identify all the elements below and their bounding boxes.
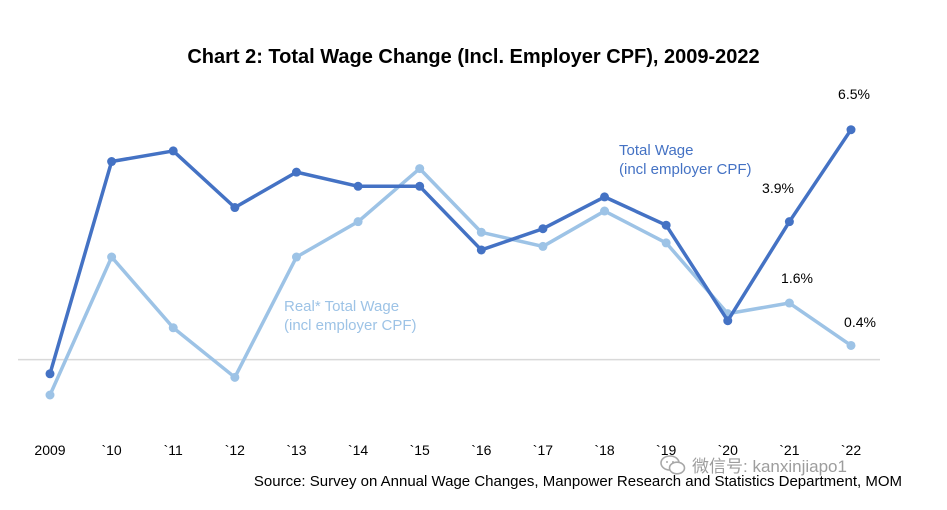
watermark: 微信号: kanxinjiapo1 xyxy=(660,452,847,477)
data-point xyxy=(291,252,301,262)
data-point xyxy=(353,217,363,227)
chart-title: Chart 2: Total Wage Change (Incl. Employ… xyxy=(187,46,760,68)
x-tick-label: `15 xyxy=(410,442,430,458)
data-point xyxy=(476,245,486,255)
data-point xyxy=(661,220,671,230)
data-point xyxy=(538,224,548,234)
x-tick-label: 2009 xyxy=(34,442,65,458)
data-label: 3.9% xyxy=(762,180,794,196)
x-tick-label: `13 xyxy=(286,442,306,458)
data-point xyxy=(476,227,486,237)
data-point xyxy=(107,252,117,262)
data-point xyxy=(45,390,55,400)
data-point xyxy=(415,181,425,191)
x-tick-label: `12 xyxy=(225,442,245,458)
x-tick-label: `11 xyxy=(164,442,183,458)
x-tick-label: `17 xyxy=(533,442,553,458)
series-line-total-wage xyxy=(48,127,853,376)
data-point xyxy=(846,340,856,350)
data-point xyxy=(600,206,610,216)
data-point xyxy=(723,316,733,326)
x-tick-label: `10 xyxy=(101,442,121,458)
x-tick-label: `21 xyxy=(779,442,799,458)
data-point xyxy=(230,372,240,382)
data-point xyxy=(846,125,856,135)
data-label: 1.6% xyxy=(781,270,813,286)
x-tick-label: `22 xyxy=(841,442,861,458)
data-point xyxy=(45,369,55,379)
data-point xyxy=(230,203,240,213)
wechat-icon xyxy=(660,454,686,475)
data-point xyxy=(784,298,794,308)
data-point xyxy=(107,157,117,167)
x-tick-label: `14 xyxy=(348,442,368,458)
source-note: Source: Survey on Annual Wage Changes, M… xyxy=(253,473,902,490)
data-point xyxy=(168,323,178,333)
data-point xyxy=(168,146,178,156)
data-point xyxy=(538,241,548,251)
series-label-total-wage: Total Wage (incl employer CPF) xyxy=(619,142,752,178)
data-point xyxy=(291,167,301,177)
data-point xyxy=(415,164,425,174)
x-tick-label: `19 xyxy=(656,442,676,458)
series-line-real-total-wage xyxy=(48,166,853,397)
watermark-text: 微信号: kanxinjiapo1 xyxy=(692,457,847,476)
series-label-real-total-wage: Real* Total Wage (incl employer CPF) xyxy=(284,298,417,334)
x-tick-label: `18 xyxy=(594,442,614,458)
x-tick-label: `16 xyxy=(471,442,491,458)
x-tick-label: `20 xyxy=(718,442,738,458)
data-point xyxy=(784,217,794,227)
data-label: 0.4% xyxy=(844,314,876,330)
data-point xyxy=(661,238,671,248)
data-point xyxy=(600,192,610,202)
data-label: 6.5% xyxy=(838,86,870,102)
data-point xyxy=(353,181,363,191)
